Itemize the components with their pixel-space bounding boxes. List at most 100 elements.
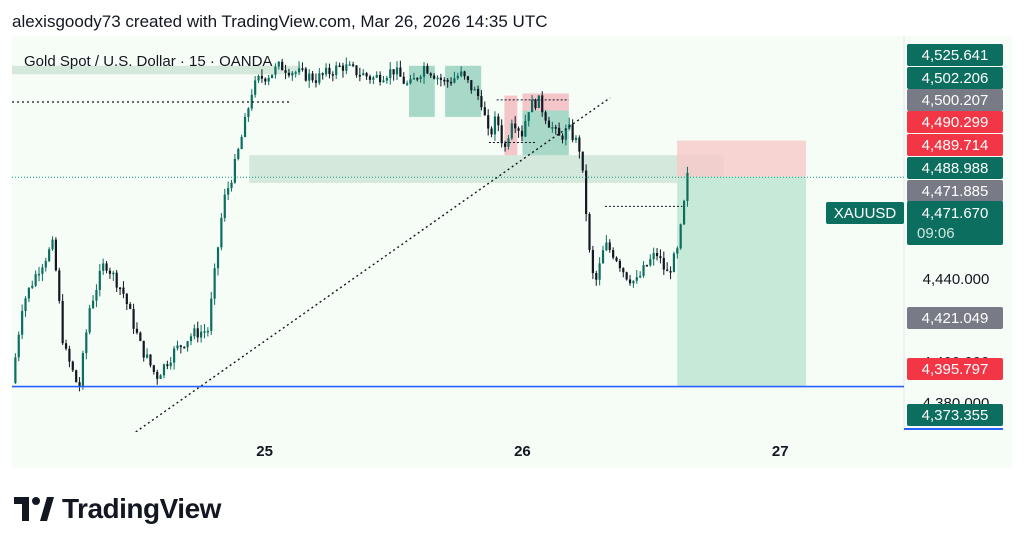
candle-body [213,268,216,299]
price-tick-label: 4,440.000 [923,271,990,288]
candle-body [514,123,517,129]
candle-body [470,80,473,91]
candle-body [159,375,162,379]
tradingview-logo[interactable]: TradingView [14,491,221,527]
candle-body [291,72,294,76]
time-tick-label: 27 [772,443,789,460]
take-profit-zone[interactable] [677,176,807,387]
candle-body [189,336,193,342]
candle-body [625,272,628,280]
candle-body [615,257,618,261]
candle-body [64,343,68,349]
candle-body [406,83,409,85]
price-tag-box [907,157,1003,179]
candle-body [257,75,260,81]
candle-body [419,76,422,79]
candle-body [34,274,37,286]
trend-line[interactable] [135,97,611,432]
candle-body [642,265,645,276]
candle-body [618,260,622,269]
price-tag: 4,500.207 [907,89,1003,111]
zone-box[interactable] [522,93,569,111]
candle-body [385,78,388,81]
candle-body [463,71,466,77]
price-tag-box [907,134,1003,156]
candle-body [196,328,199,338]
candle-body [537,95,540,109]
candle-body [601,250,605,264]
price-tag-box [907,111,1003,133]
candle-body [517,128,520,131]
candle-body [44,260,47,268]
candle-body [75,370,78,383]
candle-body [669,271,672,273]
candle-body [389,69,392,79]
candle-body [375,74,378,78]
candle-body [264,78,267,82]
candle-body [520,130,524,137]
candle-body [429,73,432,76]
candle-body [449,81,453,84]
stop-loss-zone[interactable] [677,140,807,177]
candle-body [645,265,649,267]
time-tick-label: 25 [256,443,273,460]
candle-body [115,272,118,288]
candle-body [682,200,686,225]
candle-body [230,182,233,189]
chart-attribution: alexisgoody73 created with TradingView.c… [12,12,548,31]
candle-body [125,293,128,305]
candle-body [51,239,54,250]
candle-body [314,80,318,83]
candle-body [297,68,301,73]
candle-body [507,138,510,147]
candle-body [27,287,30,299]
candle-body [426,66,429,74]
candle-body [591,250,594,274]
price-tag-value: 4,471.885 [922,183,989,200]
candle-body [686,172,689,201]
price-tag: 4,490.299 [907,111,1003,133]
candle-body [183,346,186,349]
candle-body [254,80,257,95]
candle-body [324,67,328,75]
symbol-chip[interactable]: XAUUSD [826,202,904,224]
candle-body [311,73,314,81]
candle-body [524,120,527,137]
candle-body [412,78,415,80]
candle-body [98,270,101,290]
candle-body [284,70,287,73]
zone-box[interactable] [12,65,301,75]
candle-body [443,79,446,82]
candle-body [348,64,351,66]
symbol-chip-label: XAUUSD [834,205,897,222]
zone-box[interactable] [445,65,482,117]
price-tag-value: 4,373.355 [922,407,989,424]
candle-body [561,135,564,140]
price-tag: 4,471.885 [907,180,1003,202]
candle-body [260,75,264,79]
candle-body [243,116,247,137]
price-tag-box [907,307,1003,329]
candle-body [135,328,139,333]
candle-body [453,78,456,83]
candle-body [102,263,105,271]
tradingview-logo-icon [14,497,54,521]
candle-body [78,382,81,387]
candle-body [193,328,196,337]
candle-body [54,239,58,271]
candle-body [237,149,240,159]
candle-body [422,66,426,77]
price-tag-value: 4,421.049 [922,310,989,327]
candle-body [500,125,503,144]
candle-body [301,68,304,70]
candle-body [493,116,497,135]
zone-box[interactable] [249,155,724,183]
candle-body [460,71,463,76]
candle-body [95,289,98,301]
candle-body [227,188,230,195]
candle-body [274,66,277,75]
candle-body [598,263,601,280]
candle-body [655,252,659,257]
candle-body [355,65,358,76]
